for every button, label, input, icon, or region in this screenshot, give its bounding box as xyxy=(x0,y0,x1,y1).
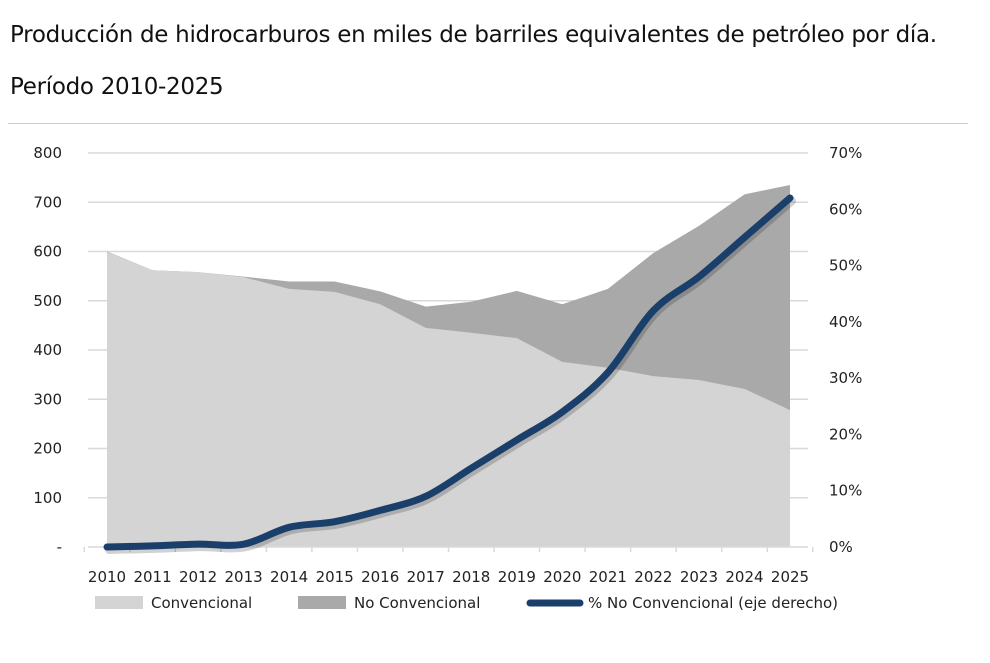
x-axis-tick-label: 2023 xyxy=(680,568,718,586)
left-axis-tick-label: 100 xyxy=(33,489,62,507)
left-axis-tick-label: 500 xyxy=(33,292,62,310)
x-axis-tick-label: 2014 xyxy=(270,568,308,586)
legend-swatch xyxy=(95,596,143,609)
x-axis-tick-label: 2024 xyxy=(725,568,763,586)
right-axis-tick-label: 70% xyxy=(829,144,862,162)
title-divider xyxy=(8,123,968,124)
legend-swatch xyxy=(298,596,346,609)
x-axis-tick-label: 2016 xyxy=(361,568,399,586)
x-axis-tick-label: 2021 xyxy=(589,568,627,586)
area-convencional xyxy=(107,251,790,547)
x-axis-tick-label: 2017 xyxy=(407,568,445,586)
x-axis-tick-label: 2011 xyxy=(133,568,171,586)
chart-subtitle: Período 2010-2025 xyxy=(10,74,224,100)
x-axis-tick-label: 2022 xyxy=(634,568,672,586)
line-pct-no-convencional xyxy=(103,194,794,551)
chart-title: Producción de hidrocarburos en miles de … xyxy=(10,22,937,48)
x-axis-tick-label: 2018 xyxy=(452,568,490,586)
x-axis-tick-label: 2010 xyxy=(88,568,126,586)
right-axis-tick-label: 10% xyxy=(829,482,862,500)
x-axis-tick-label: 2012 xyxy=(179,568,217,586)
left-axis-tick-label: 200 xyxy=(33,440,62,458)
left-axis-tick-label: 300 xyxy=(33,390,62,408)
left-axis-tick-label: 600 xyxy=(33,243,62,261)
right-axis-tick-label: 50% xyxy=(829,257,862,275)
x-axis-tick-label: 2020 xyxy=(543,568,581,586)
legend-label: No Convencional xyxy=(354,594,480,612)
legend-label: % No Convencional (eje derecho) xyxy=(588,594,838,612)
x-axis-tick-label: 2025 xyxy=(771,568,809,586)
right-axis-tick-label: 40% xyxy=(829,313,862,331)
x-axis-tick-label: 2019 xyxy=(498,568,536,586)
left-axis-tick-label: 800 xyxy=(33,144,62,162)
right-axis-tick-label: 20% xyxy=(829,425,862,443)
right-axis-tick-label: 0% xyxy=(829,538,853,556)
right-axis-tick-label: 30% xyxy=(829,369,862,387)
legend-label: Convencional xyxy=(151,594,252,612)
left-axis-tick-label: 400 xyxy=(33,341,62,359)
left-axis-tick-label: - xyxy=(57,538,62,556)
x-axis-tick-label: 2013 xyxy=(225,568,263,586)
left-axis-tick-label: 700 xyxy=(33,193,62,211)
right-axis-tick-label: 60% xyxy=(829,200,862,218)
x-axis-tick-label: 2015 xyxy=(316,568,354,586)
